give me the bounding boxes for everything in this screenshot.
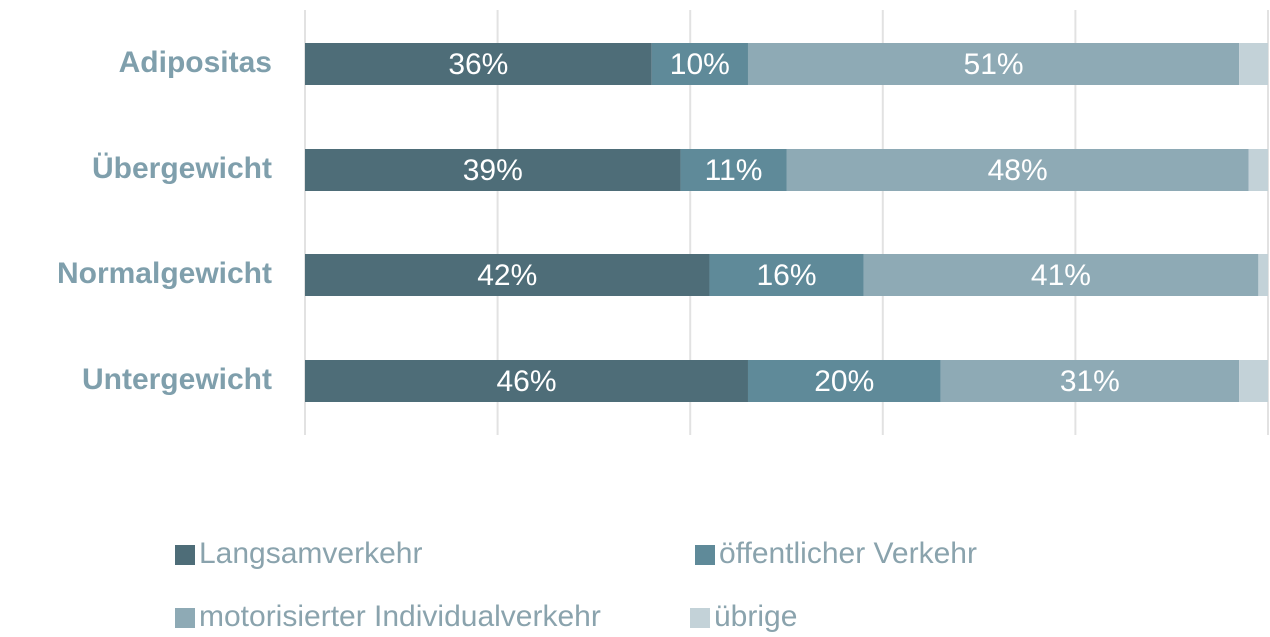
bar-segment: [786, 149, 1249, 191]
value-label: 16%: [756, 259, 816, 292]
legend-swatch: [175, 545, 195, 565]
value-label: 48%: [988, 154, 1048, 187]
value-label: 20%: [814, 365, 874, 398]
legend-label: motorisierter Individualverkehr: [199, 600, 601, 633]
value-label: 41%: [1031, 259, 1091, 292]
legend-label: Langsamverkehr: [199, 537, 422, 570]
legend-label: übrige: [714, 600, 797, 633]
bar-segment: [709, 254, 864, 296]
category-label: Adipositas: [119, 46, 272, 79]
value-label: 36%: [448, 48, 508, 81]
value-label: 51%: [964, 48, 1024, 81]
value-label: 10%: [670, 48, 730, 81]
value-label: 39%: [463, 154, 523, 187]
bar-segment: [651, 43, 748, 85]
bar-segment: [305, 360, 748, 402]
bar-segment: [305, 254, 710, 296]
legend-swatch: [690, 608, 710, 628]
value-label: 31%: [1060, 365, 1120, 398]
category-label: Normalgewicht: [57, 257, 272, 290]
category-label: Untergewicht: [82, 363, 272, 396]
bar-segment: [747, 43, 1240, 85]
category-label: Übergewicht: [92, 152, 272, 185]
bar-segment: [1239, 360, 1268, 402]
bar-segment: [305, 43, 652, 85]
legend-swatch: [175, 608, 195, 628]
bar-segment: [1239, 43, 1268, 85]
value-label: 11%: [705, 154, 763, 187]
legend-label: öffentlicher Verkehr: [719, 537, 977, 570]
bar-segment: [1248, 149, 1268, 191]
bar-segment: [747, 360, 941, 402]
bar-segment: [305, 149, 681, 191]
bar-segment: [680, 149, 787, 191]
bar-segment: [863, 254, 1259, 296]
legend-swatch: [695, 545, 715, 565]
value-label: 42%: [477, 259, 537, 292]
bar-segment: [1258, 254, 1268, 296]
bar-segment: [940, 360, 1240, 402]
value-label: 46%: [496, 365, 556, 398]
